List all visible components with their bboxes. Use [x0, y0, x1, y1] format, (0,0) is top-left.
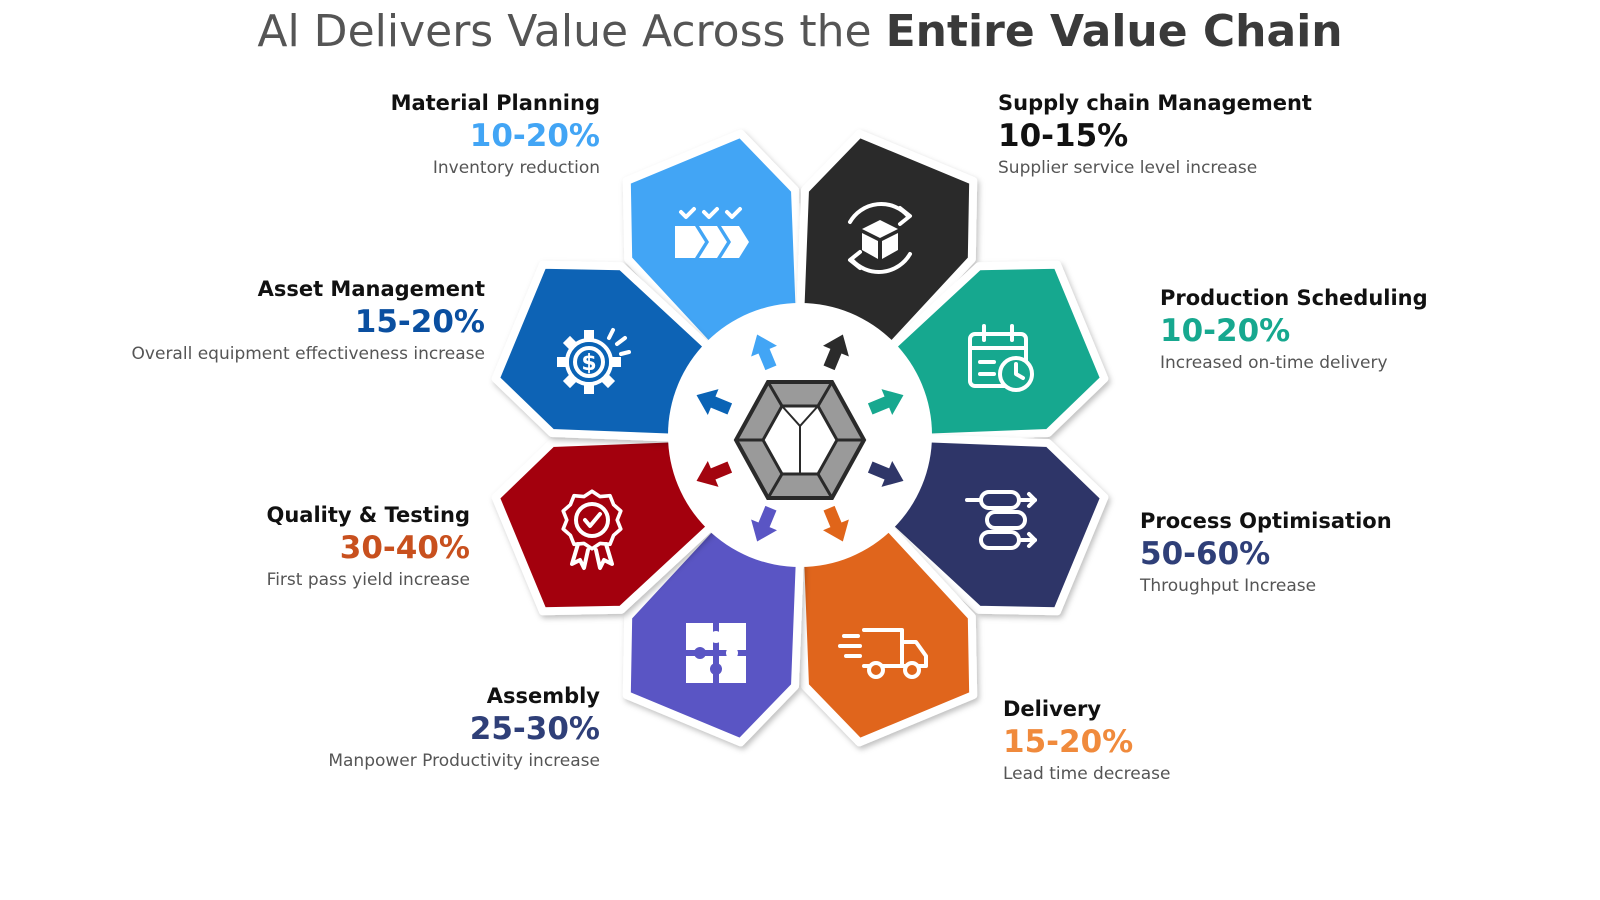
- hub-arrows: [696, 334, 904, 542]
- segment-percent: 10-15%: [998, 118, 1129, 154]
- label-asset-management: Asset Management 15-20% Overall equipmen…: [132, 276, 485, 366]
- segment-description: Manpower Productivity increase: [328, 751, 600, 771]
- hub-arrow: [867, 389, 904, 415]
- label-material-planning: Material Planning 10-20% Inventory reduc…: [391, 90, 600, 180]
- segment-description: Throughput Increase: [1140, 576, 1317, 596]
- gear-dollar-icon: $: [557, 328, 631, 394]
- hub-arrow: [751, 505, 777, 542]
- hub-arrow: [867, 461, 904, 487]
- hub-arrow: [751, 334, 777, 371]
- hub-arrow: [696, 461, 733, 487]
- segment-percent: 25-30%: [469, 711, 600, 747]
- svg-text:$: $: [581, 351, 596, 376]
- segment-percent: 15-20%: [1003, 724, 1134, 760]
- checklist-chevrons-icon: [675, 207, 749, 258]
- segment-title: Material Planning: [390, 91, 600, 115]
- segment-percent: 50-60%: [1140, 536, 1271, 572]
- segment-percent: 10-20%: [1160, 313, 1291, 349]
- calendar-clock-icon: [968, 324, 1034, 392]
- label-process-optimisation: Process Optimisation 50-60% Throughput I…: [1140, 508, 1392, 598]
- box-cycle-icon: [848, 202, 912, 274]
- puzzle-icon: [686, 623, 746, 683]
- segment-title: Process Optimisation: [1140, 509, 1392, 533]
- title-prefix: Al Delivers Value Across the: [257, 6, 872, 57]
- segment-description: Increased on-time delivery: [1160, 353, 1388, 373]
- segment-description: Inventory reduction: [432, 158, 600, 178]
- segment-description: Lead time decrease: [1003, 764, 1171, 784]
- segment-title: Production Scheduling: [1160, 286, 1428, 310]
- segment-title: Delivery: [1003, 697, 1102, 721]
- cube-icon: [733, 380, 867, 500]
- segment-description: Supplier service level increase: [998, 158, 1258, 178]
- hub-arrow: [823, 334, 849, 371]
- hub-arrow: [823, 505, 849, 542]
- label-delivery: Delivery 15-20% Lead time decrease: [1003, 696, 1170, 786]
- segment-description: Overall equipment effectiveness increase: [131, 344, 485, 364]
- label-supply-chain-management: Supply chain Management 10-15% Supplier …: [998, 90, 1312, 180]
- segment-percent: 10-20%: [469, 118, 600, 154]
- label-quality-testing: Quality & Testing 30-40% First pass yiel…: [266, 502, 470, 592]
- label-production-scheduling: Production Scheduling 10-20% Increased o…: [1160, 285, 1428, 375]
- hub-arrow: [696, 389, 733, 415]
- page-title: Al Delivers Value Across the Entire Valu…: [0, 6, 1600, 57]
- segment-description: First pass yield increase: [266, 570, 470, 590]
- segment-percent: 15-20%: [354, 304, 485, 340]
- segment-title: Assembly: [486, 684, 600, 708]
- segment-percent: 30-40%: [339, 530, 470, 566]
- label-assembly: Assembly 25-30% Manpower Productivity in…: [328, 683, 600, 773]
- award-badge-icon: [561, 489, 623, 570]
- segment-title: Asset Management: [257, 277, 485, 301]
- segment-title: Supply chain Management: [998, 91, 1312, 115]
- truck-icon: [838, 628, 928, 679]
- segment-title: Quality & Testing: [266, 503, 470, 527]
- title-emphasis: Entire Value Chain: [885, 6, 1343, 57]
- process-flow-icon: [965, 490, 1037, 550]
